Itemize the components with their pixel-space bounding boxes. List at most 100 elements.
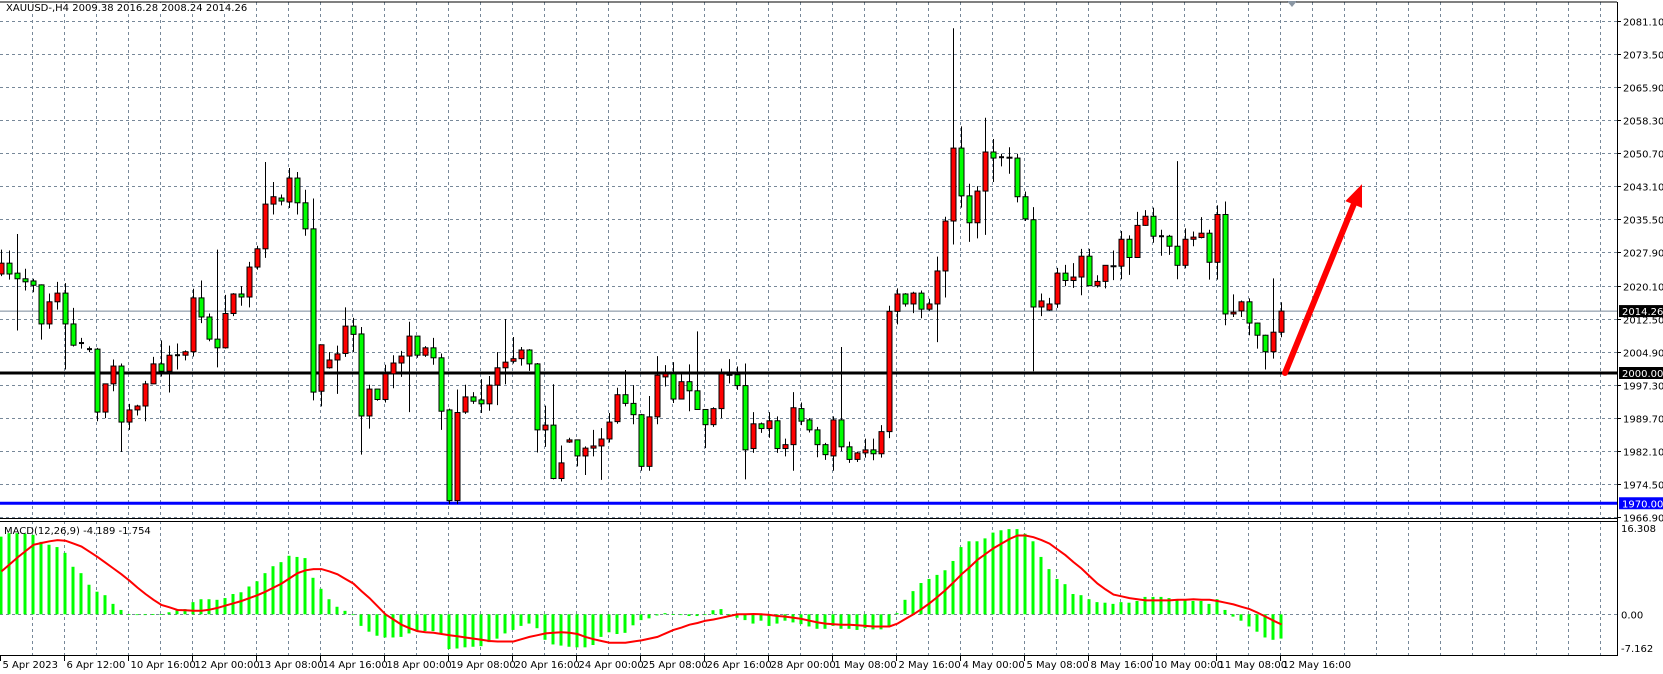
candle-body xyxy=(1022,196,1029,220)
macd-histogram-bar xyxy=(935,574,939,615)
candle xyxy=(150,356,157,385)
candle-body xyxy=(446,409,453,502)
time-axis-label: 10 Apr 16:00 xyxy=(131,660,196,671)
candle-body xyxy=(326,359,333,369)
macd-histogram-bar xyxy=(1183,600,1187,615)
macd-values: -4.189 -1.754 xyxy=(83,526,151,537)
candle-body xyxy=(182,351,189,356)
chart-shift-marker-icon[interactable] xyxy=(1287,1,1297,7)
candle-body xyxy=(726,373,733,376)
candle-body xyxy=(1054,272,1061,305)
candle xyxy=(766,412,773,438)
macd-histogram-bar xyxy=(1143,596,1147,615)
macd-histogram-bar xyxy=(183,609,187,615)
candle xyxy=(70,307,77,347)
macd-histogram-bar xyxy=(23,533,27,615)
candle xyxy=(294,171,301,215)
candle-body xyxy=(750,423,757,450)
candle-body xyxy=(918,292,925,310)
macd-histogram-bar xyxy=(439,614,443,634)
candle xyxy=(806,418,813,433)
candle xyxy=(1086,248,1093,287)
candle xyxy=(278,194,285,206)
macd-histogram-bar xyxy=(847,614,851,629)
candle-body xyxy=(542,424,549,431)
price-axis-label: 2004.90 xyxy=(1623,349,1663,360)
macd-histogram-bar xyxy=(767,614,771,626)
macd-histogram-bar xyxy=(463,614,467,648)
macd-histogram-bar xyxy=(1103,602,1107,615)
candle xyxy=(286,168,293,209)
chart-header: XAUUSD-,H4 2009.38 2016.28 2008.24 2014.… xyxy=(6,3,248,14)
candle-body xyxy=(214,338,221,349)
candle-body xyxy=(870,449,877,455)
macd-histogram-bar xyxy=(55,547,59,615)
candle-body xyxy=(830,419,837,457)
candle xyxy=(1102,264,1109,289)
macd-histogram-bar xyxy=(1239,614,1243,621)
macd-histogram-bar xyxy=(975,541,979,615)
macd-histogram-bar xyxy=(679,614,683,616)
candle xyxy=(414,335,421,358)
macd-histogram-bar xyxy=(1247,614,1251,627)
price-axis-label: 2035.50 xyxy=(1623,216,1663,227)
candle xyxy=(1174,161,1181,280)
price-axis-label: 1982.10 xyxy=(1623,448,1663,459)
candle xyxy=(926,298,933,311)
candle xyxy=(1254,322,1261,349)
level-2000-label-bg xyxy=(1619,367,1663,379)
candle-body xyxy=(502,361,509,369)
up-arrow-annotation[interactable] xyxy=(1282,184,1363,376)
candle-body xyxy=(70,323,77,346)
candle-body xyxy=(566,439,573,443)
macd-histogram-bar xyxy=(287,555,291,615)
macd-histogram-bar xyxy=(103,595,107,615)
candle xyxy=(862,438,869,458)
candle xyxy=(406,321,413,413)
candle-body xyxy=(646,416,653,467)
candle-body xyxy=(934,270,941,305)
candle xyxy=(974,186,981,239)
macd-histogram-bar xyxy=(663,613,667,615)
candle xyxy=(1270,278,1277,359)
candle-body xyxy=(886,310,893,433)
candle xyxy=(46,293,53,329)
candle-body xyxy=(1190,236,1197,240)
candle-body xyxy=(1182,238,1189,266)
macd-histogram-bar xyxy=(1215,599,1219,615)
candle-body xyxy=(1070,276,1077,282)
macd-histogram-bar xyxy=(759,614,763,621)
macd-histogram-bar xyxy=(1031,541,1035,615)
candle xyxy=(1190,231,1197,247)
macd-histogram-bar xyxy=(335,606,339,615)
candle xyxy=(262,161,269,258)
candle-body xyxy=(1246,301,1253,324)
candle xyxy=(542,405,549,447)
candle xyxy=(1134,211,1141,259)
candle xyxy=(910,291,917,314)
arrow-shaft[interactable] xyxy=(1282,201,1357,376)
candle xyxy=(62,283,69,370)
macd-histogram-bar xyxy=(1087,599,1091,615)
price-axis[interactable]: 2081.10 2073.50 2065.90 2058.30 2050.70 2043.… xyxy=(1617,18,1663,525)
macd-histogram-bar xyxy=(1191,600,1195,615)
candle-body xyxy=(230,293,237,315)
macd-signal-line xyxy=(0,534,1282,644)
candle-body xyxy=(630,402,637,416)
candle xyxy=(79,337,84,349)
macd-histogram-bar xyxy=(415,614,419,632)
macd-histogram-bar xyxy=(871,614,875,630)
candle xyxy=(710,407,717,427)
candle xyxy=(1062,264,1069,287)
candle-body xyxy=(110,365,117,385)
macd-histogram-bar xyxy=(71,566,75,615)
candle-body xyxy=(1262,334,1269,353)
time-axis-label: 4 May 00:00 xyxy=(963,660,1025,671)
time-axis-label: 1 May 08:00 xyxy=(835,660,897,671)
arrow-head-icon[interactable] xyxy=(1345,184,1363,208)
candle-body xyxy=(0,262,5,275)
macd-histogram-bar xyxy=(607,614,611,633)
candle xyxy=(14,234,21,331)
